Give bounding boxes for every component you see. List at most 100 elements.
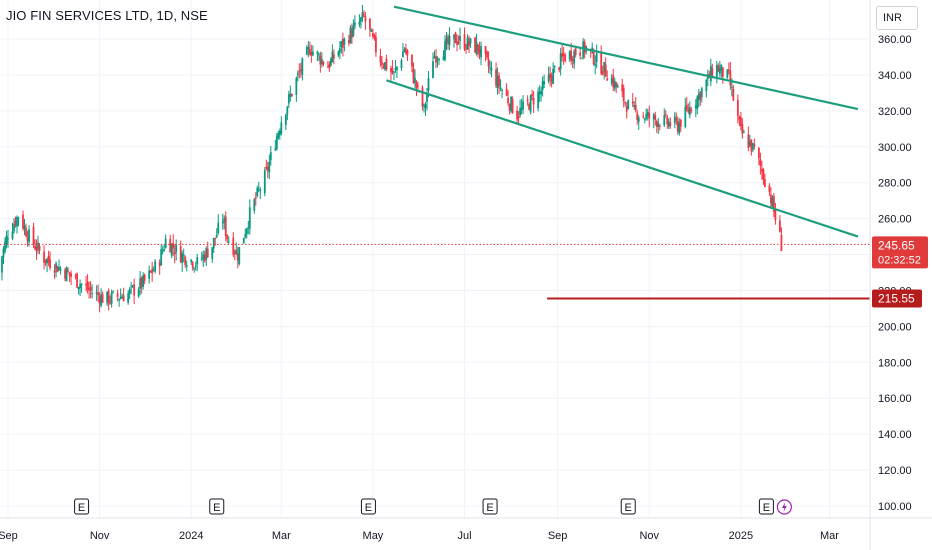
candle xyxy=(86,274,89,294)
candle xyxy=(400,58,403,71)
candle xyxy=(118,298,121,307)
candle xyxy=(163,243,166,252)
candle xyxy=(95,285,98,301)
candle xyxy=(127,290,130,305)
earnings-marker[interactable]: E xyxy=(209,498,225,515)
candle xyxy=(227,236,230,245)
channel-trendline[interactable] xyxy=(386,79,859,238)
candle xyxy=(137,286,140,298)
candle xyxy=(310,44,313,63)
y-tick-label: 200.00 xyxy=(878,321,912,333)
candle xyxy=(612,68,615,92)
candle xyxy=(139,271,142,296)
candle xyxy=(624,101,627,107)
x-tick-label: Sep xyxy=(0,530,18,542)
candle xyxy=(23,218,26,236)
channel-trendline[interactable] xyxy=(393,5,859,111)
candle xyxy=(715,61,718,84)
candle xyxy=(478,41,481,60)
candle xyxy=(43,245,45,270)
candle xyxy=(571,55,574,68)
candle xyxy=(606,70,609,81)
candle xyxy=(678,118,681,136)
candle xyxy=(465,43,467,54)
candle xyxy=(432,52,434,79)
candle xyxy=(277,130,280,140)
candle xyxy=(169,234,172,253)
earnings-marker[interactable]: E xyxy=(360,498,376,515)
candle xyxy=(549,66,552,87)
x-tick-label: May xyxy=(363,530,384,542)
candle xyxy=(265,159,268,171)
candle xyxy=(191,261,194,271)
candle xyxy=(381,55,383,70)
candle xyxy=(528,102,531,111)
y-tick-label: 360.00 xyxy=(878,34,912,46)
candle xyxy=(537,87,540,112)
earnings-marker-label: E xyxy=(213,502,220,514)
candle xyxy=(245,227,248,239)
candle xyxy=(244,228,247,239)
candle xyxy=(205,246,208,267)
candle xyxy=(269,145,272,166)
drawings[interactable] xyxy=(0,5,870,300)
candle xyxy=(121,293,124,299)
x-tick-label: Nov xyxy=(639,530,659,542)
candle xyxy=(305,45,308,56)
candle xyxy=(729,61,732,90)
candle xyxy=(604,57,607,78)
candle xyxy=(516,105,518,125)
candle xyxy=(351,23,353,44)
earnings-marker-label: E xyxy=(486,502,493,514)
candle xyxy=(326,61,329,68)
candle xyxy=(224,211,227,242)
last-price-tag: 245.65 02:32:52 xyxy=(872,236,928,269)
candle xyxy=(448,27,451,51)
candle xyxy=(780,227,783,252)
earnings-marker[interactable]: E xyxy=(482,498,498,515)
earnings-marker[interactable]: E xyxy=(74,498,90,515)
candle xyxy=(603,61,606,80)
candle xyxy=(311,45,314,57)
candle xyxy=(402,42,404,58)
candle xyxy=(56,265,59,273)
earnings-marker[interactable]: E xyxy=(620,498,636,515)
candle xyxy=(694,99,697,118)
candle xyxy=(442,50,445,61)
candle xyxy=(44,259,47,267)
candle xyxy=(221,213,224,230)
candle xyxy=(433,50,436,59)
candle xyxy=(690,106,693,114)
currency-button[interactable]: INR xyxy=(876,6,918,30)
candle xyxy=(568,50,571,62)
candle xyxy=(393,70,395,81)
candle xyxy=(773,192,775,218)
candle xyxy=(28,225,30,247)
candle xyxy=(553,65,556,73)
candle xyxy=(175,239,178,261)
candle xyxy=(519,99,522,118)
candle xyxy=(718,60,721,77)
x-tick-label: 2024 xyxy=(179,530,203,542)
candle xyxy=(673,111,676,129)
y-tick-label: 300.00 xyxy=(878,142,912,154)
y-tick-label: 100.00 xyxy=(878,501,912,513)
earnings-marker[interactable]: E xyxy=(758,498,774,515)
candle xyxy=(520,98,523,115)
candle xyxy=(161,245,164,255)
lightning-icon[interactable] xyxy=(776,499,792,515)
candle xyxy=(469,37,472,48)
candle xyxy=(361,4,364,23)
candle xyxy=(349,25,352,44)
candle xyxy=(68,272,71,283)
candle xyxy=(308,41,311,56)
candle xyxy=(212,237,215,253)
candle xyxy=(274,139,277,152)
candle xyxy=(236,246,239,269)
candle xyxy=(543,74,546,88)
candle xyxy=(435,48,437,69)
candle xyxy=(301,57,304,81)
candle xyxy=(667,118,670,129)
